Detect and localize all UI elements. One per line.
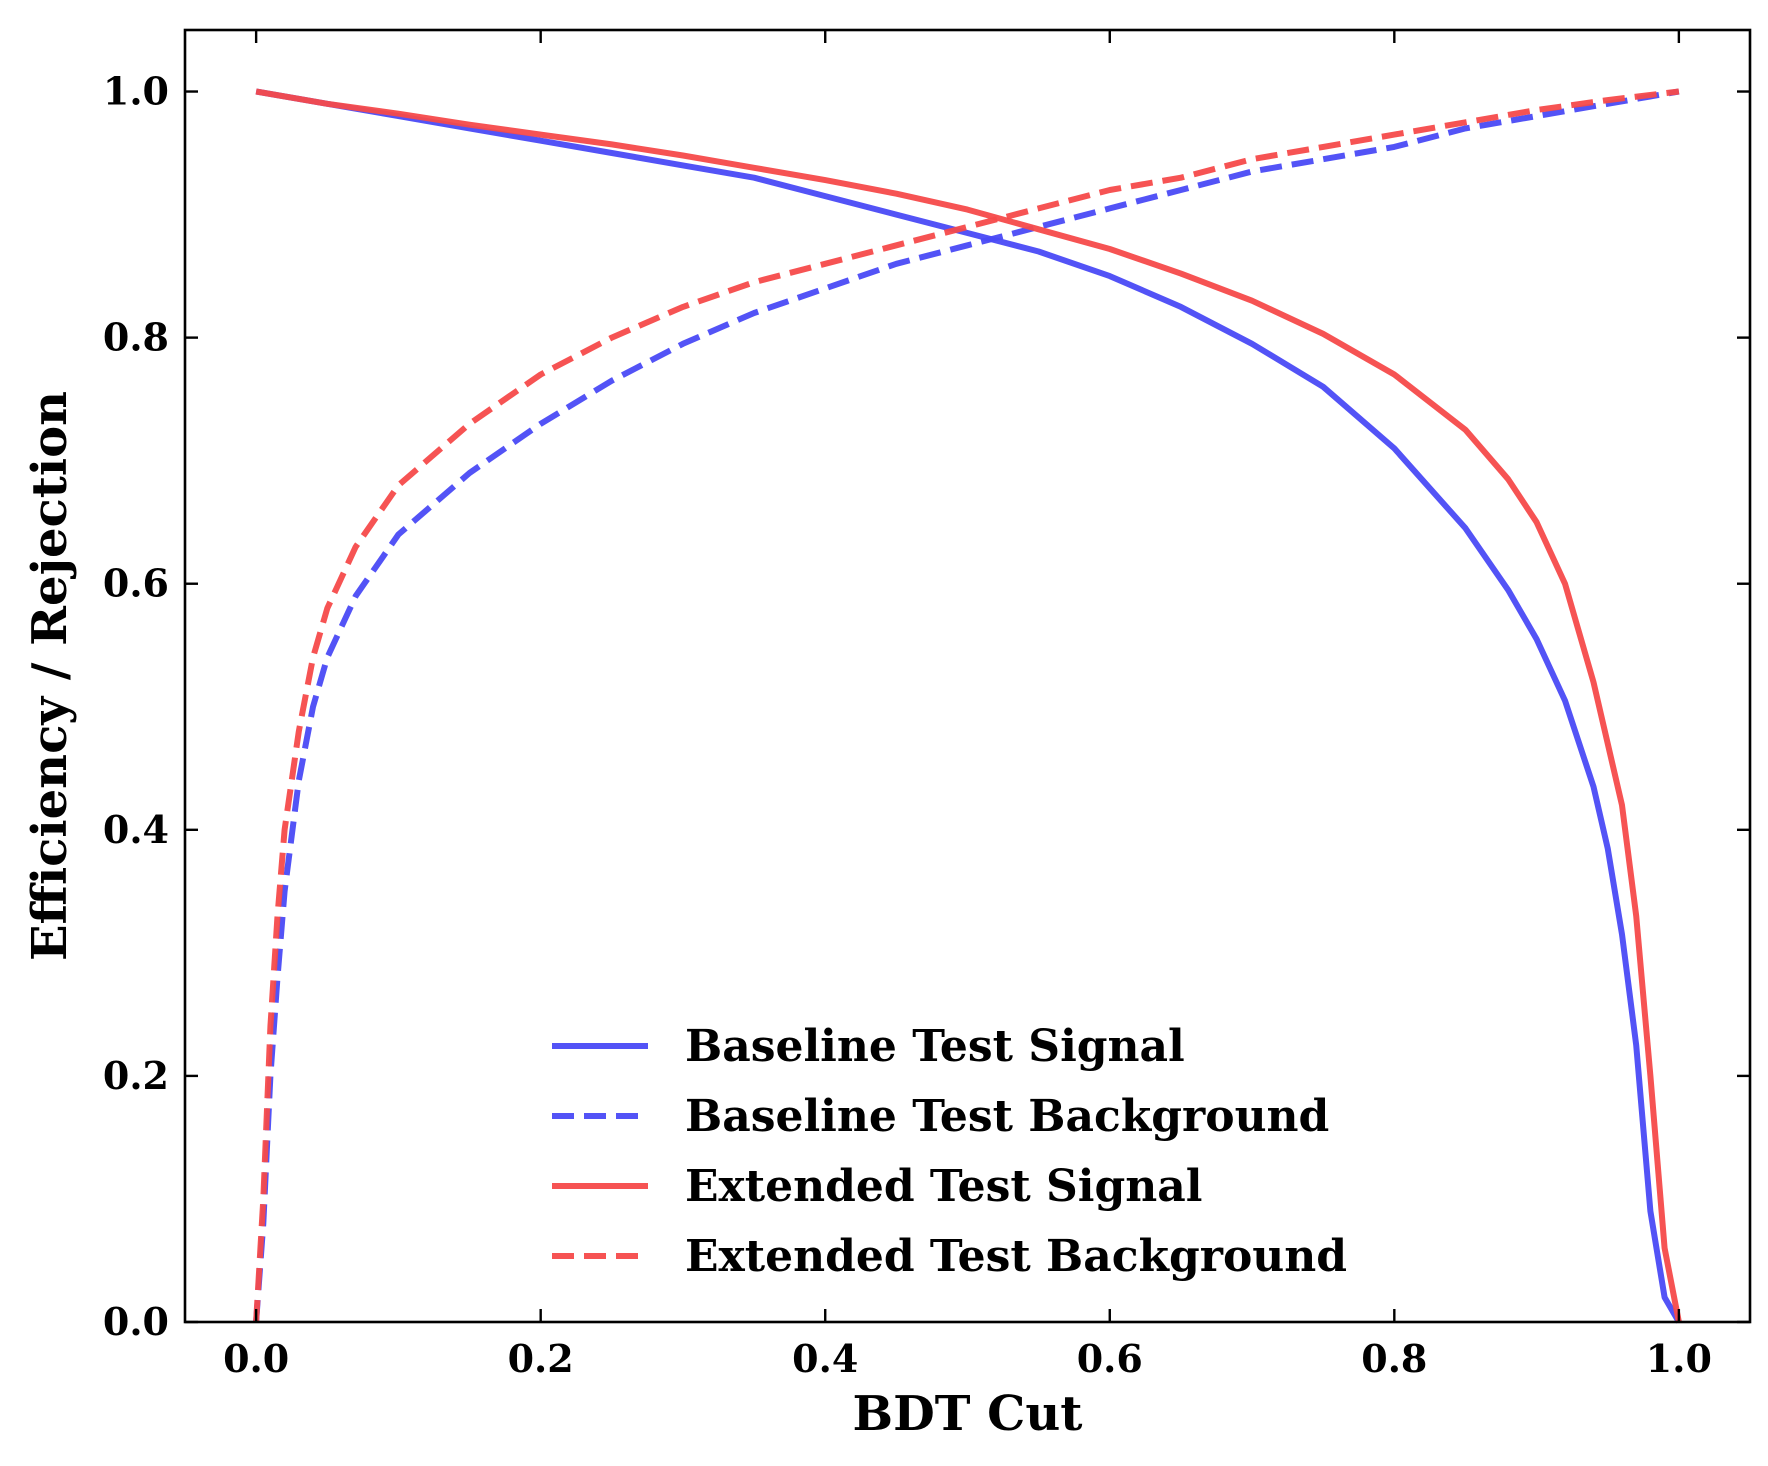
y-tick-label: 1.0 [103,69,169,114]
x-axis-label: BDT Cut [853,1386,1083,1442]
ticks-layer: 0.0 0.2 0.4 0.6 0.8 1.0 0.0 0.2 0.4 0.6 0.8 1.0 [103,30,1750,1381]
y-tick-label: 0.0 [103,1299,169,1344]
x-tick-label: 0.4 [792,1336,858,1381]
series-line-4 [253,88,1680,1323]
series-line-2 [253,88,1680,1323]
y-tick-label: 0.6 [103,561,169,606]
x-tick-label: 0.6 [1077,1336,1143,1381]
plot-frame [183,28,1752,1324]
x-tick-label: 0.0 [223,1336,289,1381]
legend-label-4: Extended Test Background [685,1231,1347,1282]
legend-label-2: Baseline Test Background [685,1091,1329,1142]
x-tick-label: 0.8 [1361,1336,1427,1381]
legend-label-3: Extended Test Signal [685,1161,1203,1212]
x-tick-label: 1.0 [1646,1336,1712,1381]
y-tick-label: 0.4 [103,807,169,852]
series-line-1 [255,88,1682,1324]
series-line-3 [255,88,1682,1323]
y-tick-label: 0.8 [103,315,169,360]
y-axis-label: Efficiency / Rejection [22,391,78,961]
y-tick-label: 0.2 [103,1053,169,1098]
legend: Baseline Test Signal Baseline Test Backgr… [552,1021,1347,1282]
series-layer [253,88,1682,1324]
legend-label-1: Baseline Test Signal [685,1021,1185,1072]
x-tick-label: 0.2 [508,1336,574,1381]
